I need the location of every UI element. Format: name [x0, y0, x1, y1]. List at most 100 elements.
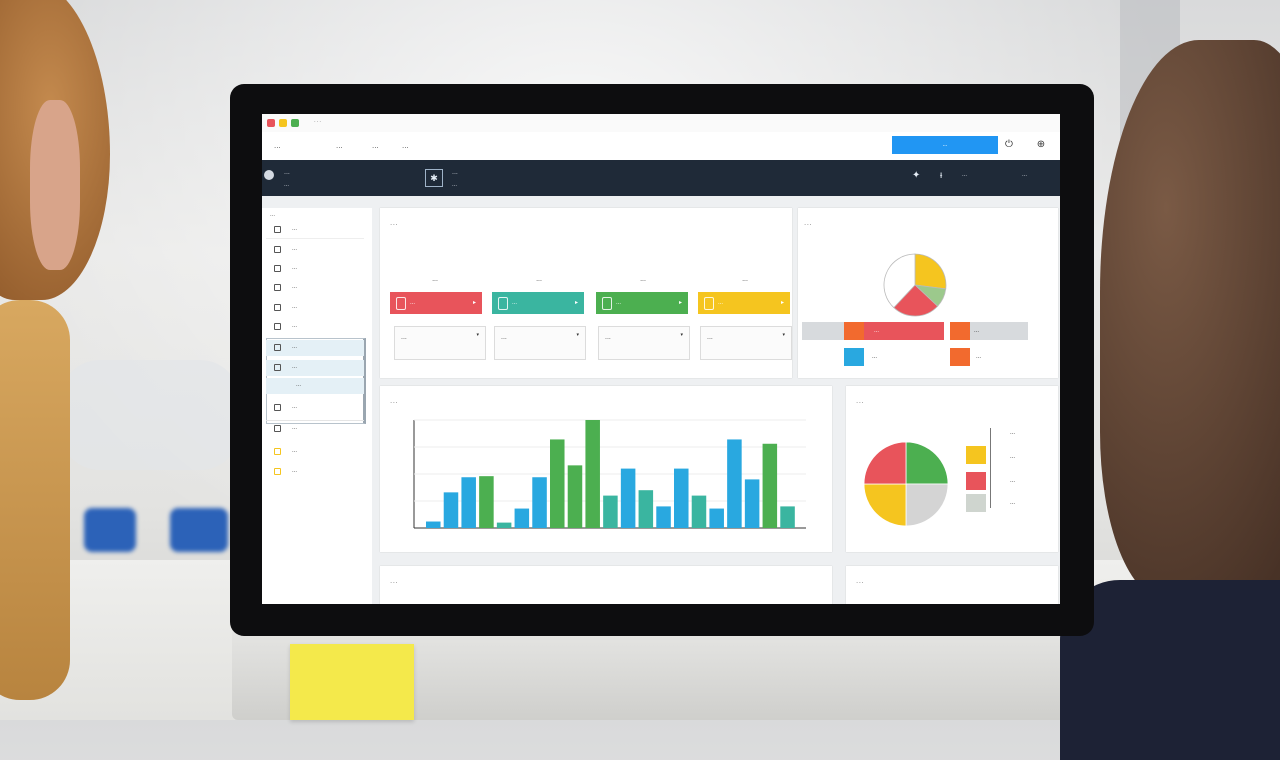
- bar: [514, 508, 530, 528]
- sidebar-item[interactable]: ...: [266, 400, 364, 416]
- brand-name: ...: [284, 169, 290, 176]
- kpi-value-box: ... ▾: [598, 326, 690, 360]
- kpi-label: ...: [512, 300, 518, 306]
- toolbar-item[interactable]: ...: [274, 141, 281, 150]
- sidebar: ... ... ... ... ... ... ... ...: [262, 208, 372, 604]
- bar: [550, 439, 565, 528]
- close-window-button[interactable]: [267, 119, 275, 127]
- list-icon: [274, 404, 281, 411]
- shield-icon: [602, 297, 612, 310]
- sidebar-item[interactable]: ...: [266, 300, 364, 316]
- window-title: ...: [314, 118, 323, 124]
- folder-icon: [274, 226, 281, 233]
- caret-icon: ▾: [782, 332, 785, 338]
- legend-label[interactable]: ...: [872, 354, 878, 360]
- sidebar-item[interactable]: ...: [266, 464, 364, 480]
- sidebar-item-active[interactable]: ...: [266, 360, 364, 376]
- background-blue-object: [170, 508, 228, 552]
- overview-card-title: ...: [804, 218, 813, 227]
- sidebar-item[interactable]: ...: [266, 420, 364, 437]
- kpi-value: ...: [501, 334, 507, 341]
- nav-right-label[interactable]: ...: [962, 172, 968, 178]
- sidebar-item[interactable]: ...: [266, 261, 364, 277]
- kpi-bar[interactable]: ... ▸: [596, 292, 688, 314]
- brand-subtitle: ...: [284, 182, 290, 188]
- bar: [656, 506, 671, 528]
- bar: [638, 490, 654, 528]
- circle-icon: [274, 468, 281, 475]
- toolbar-item[interactable]: ...: [336, 141, 343, 150]
- pie-legend-value: ...: [1010, 500, 1016, 506]
- dashboard-screen: ... ... ... ... ... ... ⏻ ⊕ ... ... ✱ ..…: [262, 114, 1060, 604]
- bar: [709, 508, 724, 528]
- person-right-hair: [1100, 40, 1280, 600]
- bar: [567, 465, 583, 528]
- star-icon[interactable]: ✱: [425, 169, 443, 187]
- primary-action-button[interactable]: ...: [892, 136, 998, 154]
- kpi-bar[interactable]: ... ▸: [492, 292, 584, 314]
- list-icon: [274, 323, 281, 330]
- kpi-label: ...: [410, 300, 416, 306]
- legend-label[interactable]: ...: [970, 322, 1028, 340]
- kpi-value-box: ... ▾: [700, 326, 792, 360]
- pie-chart-title: ...: [856, 396, 865, 405]
- caret-icon: ▾: [476, 332, 479, 338]
- sidebar-item-label: ...: [292, 468, 298, 474]
- toolbar-item[interactable]: ...: [402, 141, 409, 150]
- pie-slice: [914, 253, 947, 290]
- pie-slice: [905, 483, 949, 527]
- legend-divider: [990, 428, 991, 508]
- sidebar-item-label: ...: [296, 382, 302, 388]
- bar: [744, 479, 760, 528]
- pie-slice: [883, 253, 916, 309]
- pie-legend-swatch: [966, 494, 986, 512]
- pie-legend-value: ...: [1010, 478, 1016, 484]
- bar: [479, 476, 494, 528]
- legend-bar[interactable]: ...: [802, 322, 944, 340]
- kpi-bar[interactable]: ... ▸: [698, 292, 790, 314]
- sidebar-item-label: ...: [292, 284, 298, 290]
- kpi-label: ...: [616, 300, 622, 306]
- sidebar-item[interactable]: ...: [266, 319, 364, 335]
- user-icon[interactable]: ᵻ: [940, 170, 943, 181]
- minimize-window-button[interactable]: [279, 119, 287, 127]
- sidebar-item-label: ...: [292, 304, 298, 310]
- grid-icon[interactable]: ⊕: [1036, 139, 1046, 150]
- sticky-note: [290, 644, 414, 720]
- pie-legend-swatch: [966, 472, 986, 490]
- nav-right-label[interactable]: ...: [1022, 172, 1028, 178]
- sidebar-item-active[interactable]: ...: [266, 378, 364, 394]
- bar: [780, 506, 795, 528]
- maximize-window-button[interactable]: [291, 119, 299, 127]
- sidebar-item[interactable]: ...: [266, 242, 364, 258]
- background-lamp: [60, 360, 240, 470]
- person-left-face: [30, 100, 80, 270]
- bar: [674, 468, 689, 528]
- bar: [585, 420, 600, 528]
- power-icon[interactable]: ⏻: [1005, 139, 1013, 150]
- list-icon: [274, 246, 281, 253]
- sidebar-item-label: ...: [292, 323, 298, 329]
- settings-icon[interactable]: ✦: [912, 170, 921, 181]
- sidebar-item[interactable]: ...: [266, 444, 364, 460]
- sidebar-item-label: ...: [292, 425, 298, 431]
- sidebar-item[interactable]: ...: [266, 222, 364, 239]
- sidebar-item-label: ...: [292, 246, 298, 252]
- breadcrumb[interactable]: ...: [452, 182, 458, 188]
- list-icon: [274, 344, 281, 351]
- chevron-right-icon: ▸: [780, 300, 784, 306]
- shield-icon: [498, 297, 508, 310]
- avatar[interactable]: [264, 170, 274, 180]
- pie-slice: [905, 441, 949, 485]
- toolbar-item[interactable]: ...: [372, 141, 379, 150]
- kpi-card: ... ... ... ▸ ... ▾ ... ... ▸ ... ▾ ... …: [380, 208, 792, 378]
- pie-slice: [863, 441, 907, 485]
- bar: [532, 477, 547, 528]
- sidebar-item-label: ...: [292, 265, 298, 271]
- sidebar-item[interactable]: ...: [266, 280, 364, 296]
- sidebar-item-active[interactable]: ...: [266, 340, 364, 356]
- legend-label[interactable]: ...: [976, 354, 982, 360]
- kpi-bar[interactable]: ... ▸: [390, 292, 482, 314]
- bar: [426, 521, 441, 528]
- bottom-right-card: ...: [846, 566, 1058, 604]
